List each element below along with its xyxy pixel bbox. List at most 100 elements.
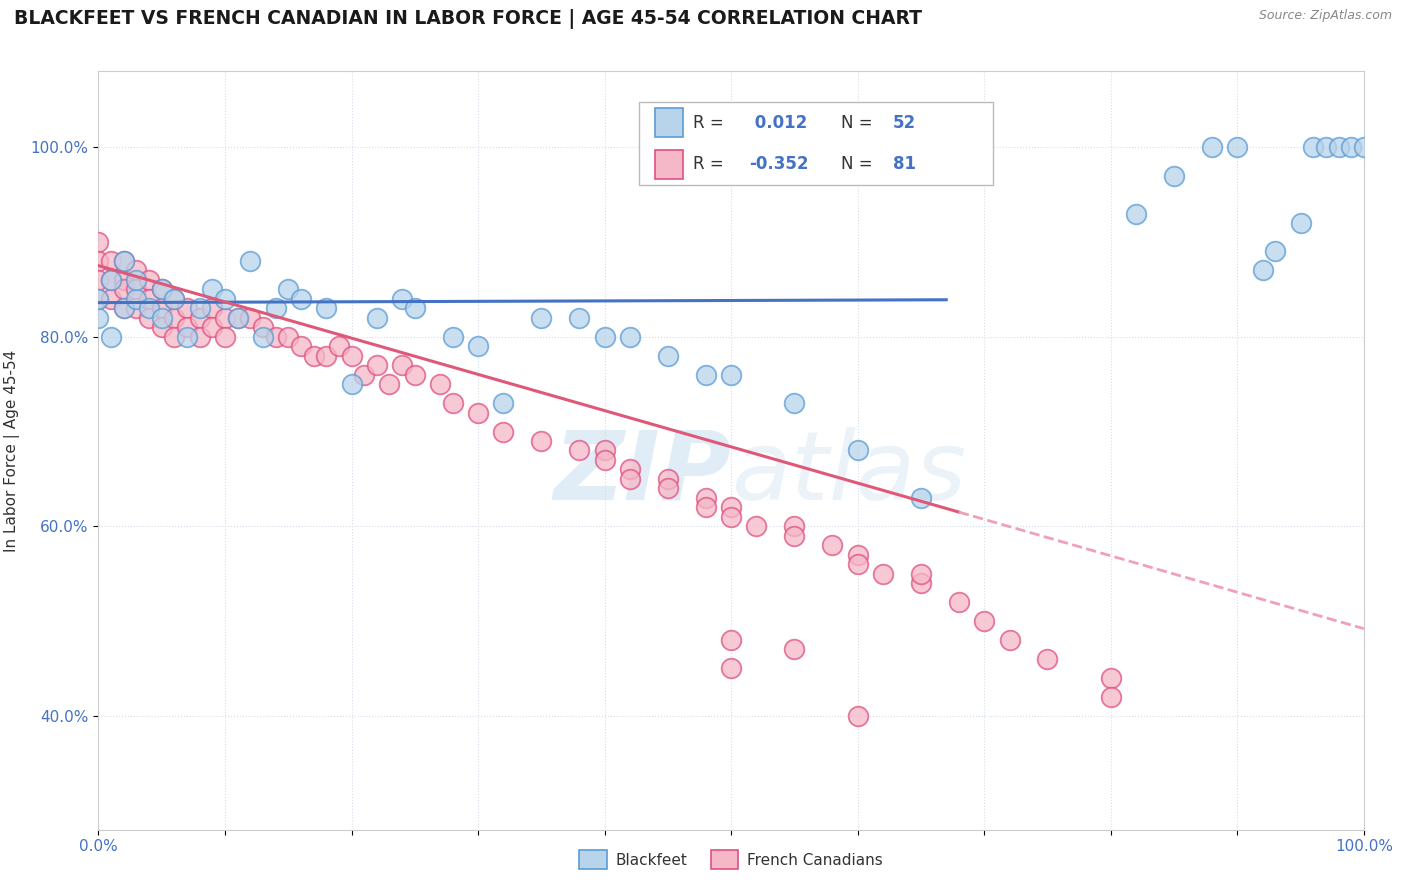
Point — [125, 292, 148, 306]
Point — [125, 282, 148, 296]
Point — [100, 254, 122, 268]
Point — [568, 443, 591, 458]
Point — [366, 310, 388, 325]
Point — [695, 491, 717, 505]
Point — [201, 282, 224, 296]
Point — [176, 301, 198, 316]
Point — [214, 310, 236, 325]
Point — [277, 282, 299, 296]
Point — [290, 292, 312, 306]
Point — [783, 396, 806, 410]
Point — [100, 330, 122, 344]
Point — [340, 377, 363, 392]
Point — [1201, 140, 1223, 154]
Point — [492, 396, 515, 410]
Point — [1226, 140, 1249, 154]
Point — [302, 349, 325, 363]
Point — [1340, 140, 1362, 154]
Point — [593, 453, 616, 467]
Point — [1289, 216, 1312, 230]
Text: BLACKFEET VS FRENCH CANADIAN IN LABOR FORCE | AGE 45-54 CORRELATION CHART: BLACKFEET VS FRENCH CANADIAN IN LABOR FO… — [14, 9, 922, 29]
Point — [290, 339, 312, 353]
Point — [87, 292, 110, 306]
Point — [163, 310, 186, 325]
Point — [163, 292, 186, 306]
Point — [619, 472, 641, 486]
Point — [277, 330, 299, 344]
Point — [948, 595, 970, 609]
Point — [872, 566, 894, 581]
Point — [846, 557, 869, 572]
Point — [492, 425, 515, 439]
Point — [226, 310, 249, 325]
Point — [125, 273, 148, 287]
Point — [150, 301, 173, 316]
Point — [657, 472, 679, 486]
Legend: Blackfeet, French Canadians: Blackfeet, French Canadians — [574, 844, 889, 875]
Point — [340, 349, 363, 363]
Point — [619, 330, 641, 344]
Point — [87, 292, 110, 306]
Point — [720, 661, 742, 675]
Text: N =: N = — [841, 155, 879, 173]
Point — [239, 254, 262, 268]
Point — [150, 320, 173, 334]
Y-axis label: In Labor Force | Age 45-54: In Labor Force | Age 45-54 — [4, 350, 20, 551]
Point — [112, 301, 135, 316]
Text: ZIP: ZIP — [553, 426, 731, 520]
Point — [226, 310, 249, 325]
Point — [138, 310, 160, 325]
Point — [163, 292, 186, 306]
Bar — [655, 150, 683, 178]
Point — [201, 301, 224, 316]
Point — [720, 509, 742, 524]
Point — [1353, 140, 1375, 154]
Point — [138, 292, 160, 306]
Point — [846, 548, 869, 562]
Point — [378, 377, 401, 392]
Text: atlas: atlas — [731, 426, 966, 520]
Point — [176, 320, 198, 334]
Point — [87, 235, 110, 249]
Point — [176, 330, 198, 344]
Text: R =: R = — [693, 113, 730, 131]
Point — [846, 443, 869, 458]
Point — [1163, 169, 1185, 183]
Point — [150, 282, 173, 296]
Point — [391, 292, 413, 306]
Point — [404, 301, 426, 316]
Point — [100, 292, 122, 306]
Point — [910, 566, 932, 581]
Point — [846, 709, 869, 723]
Point — [720, 633, 742, 648]
Text: Source: ZipAtlas.com: Source: ZipAtlas.com — [1258, 9, 1392, 22]
Point — [150, 310, 173, 325]
Point — [404, 368, 426, 382]
Point — [1327, 140, 1350, 154]
Point — [188, 310, 211, 325]
Point — [125, 301, 148, 316]
Point — [429, 377, 451, 392]
Point — [467, 406, 489, 420]
Text: N =: N = — [841, 113, 879, 131]
Point — [264, 330, 287, 344]
Point — [530, 310, 553, 325]
Point — [214, 292, 236, 306]
Point — [1302, 140, 1324, 154]
Point — [188, 301, 211, 316]
Point — [201, 320, 224, 334]
Point — [138, 301, 160, 316]
Point — [391, 358, 413, 372]
Point — [87, 254, 110, 268]
FancyBboxPatch shape — [638, 102, 993, 186]
Point — [100, 273, 122, 287]
Point — [1264, 244, 1286, 259]
Point — [720, 500, 742, 515]
Point — [783, 642, 806, 657]
Text: R =: R = — [693, 155, 730, 173]
Point — [112, 301, 135, 316]
Text: 52: 52 — [893, 113, 917, 131]
Point — [214, 330, 236, 344]
Point — [998, 633, 1021, 648]
Point — [1099, 690, 1122, 704]
